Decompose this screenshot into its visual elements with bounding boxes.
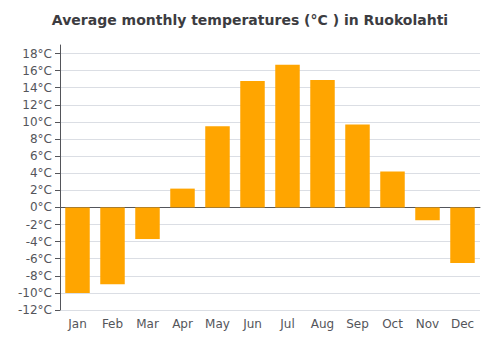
svg-text:Jun: Jun <box>242 317 262 331</box>
svg-text:-12°C: -12°C <box>18 303 52 317</box>
svg-text:0°C: 0°C <box>30 200 52 214</box>
svg-text:8°C: 8°C <box>30 132 52 146</box>
svg-text:12°C: 12°C <box>22 98 52 112</box>
svg-text:Jul: Jul <box>279 317 294 331</box>
svg-text:-2°C: -2°C <box>26 218 52 232</box>
svg-text:Sep: Sep <box>346 317 369 331</box>
svg-text:Nov: Nov <box>416 317 439 331</box>
svg-text:-8°C: -8°C <box>26 269 52 283</box>
svg-text:Feb: Feb <box>102 317 123 331</box>
svg-text:10°C: 10°C <box>22 115 52 129</box>
svg-text:-6°C: -6°C <box>26 252 52 266</box>
svg-text:14°C: 14°C <box>22 81 52 95</box>
svg-text:16°C: 16°C <box>22 64 52 78</box>
svg-text:Aug: Aug <box>311 317 334 331</box>
svg-text:Apr: Apr <box>172 317 193 331</box>
svg-text:Average monthly temperatures (: Average monthly temperatures (°C ) in Ru… <box>52 12 448 28</box>
svg-text:Jan: Jan <box>67 317 87 331</box>
svg-text:Oct: Oct <box>382 317 403 331</box>
svg-text:Mar: Mar <box>136 317 159 331</box>
svg-text:2°C: 2°C <box>30 183 52 197</box>
svg-text:May: May <box>205 317 230 331</box>
svg-text:-10°C: -10°C <box>18 286 52 300</box>
svg-text:18°C: 18°C <box>22 47 52 61</box>
svg-text:Dec: Dec <box>451 317 474 331</box>
svg-text:4°C: 4°C <box>30 166 52 180</box>
svg-text:6°C: 6°C <box>30 149 52 163</box>
svg-text:-4°C: -4°C <box>26 235 52 249</box>
